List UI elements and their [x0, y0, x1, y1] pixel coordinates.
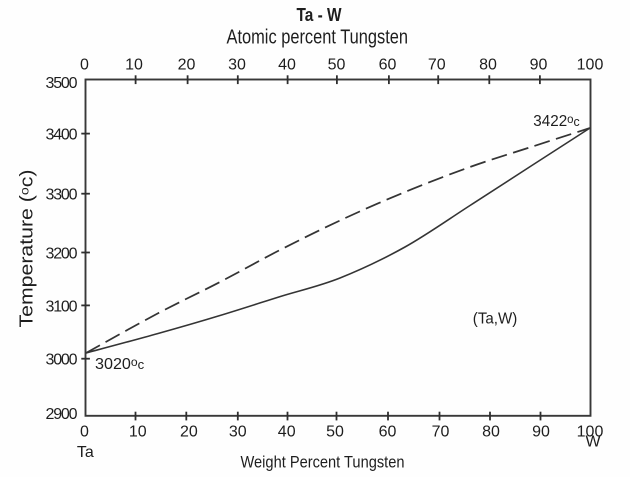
svg-text:3000: 3000: [46, 352, 78, 369]
svg-text:Atomic percent Tungsten: Atomic percent Tungsten: [227, 27, 409, 49]
svg-text:0: 0: [80, 56, 89, 73]
svg-text:(Ta,W): (Ta,W): [473, 311, 518, 328]
svg-text:Weight Percent Tungsten: Weight Percent Tungsten: [241, 454, 405, 472]
svg-text:30: 30: [229, 423, 247, 440]
svg-text:80: 80: [482, 423, 500, 440]
svg-text:W: W: [585, 434, 601, 451]
svg-text:3020oc: 3020oc: [95, 355, 145, 373]
svg-text:3300: 3300: [46, 187, 78, 204]
svg-text:Ta: Ta: [77, 444, 94, 461]
svg-text:100: 100: [577, 423, 604, 440]
svg-text:60: 60: [379, 423, 397, 440]
svg-text:10: 10: [125, 56, 143, 73]
svg-text:70: 70: [432, 423, 450, 440]
svg-text:90: 90: [532, 423, 550, 440]
svg-text:80: 80: [479, 56, 497, 73]
svg-text:70: 70: [428, 56, 446, 73]
svg-text:60: 60: [379, 56, 397, 73]
svg-text:Ta - W: Ta - W: [297, 4, 342, 25]
svg-text:Temperature (oc): Temperature (oc): [17, 170, 37, 328]
svg-text:50: 50: [328, 56, 346, 73]
svg-text:3200: 3200: [46, 245, 78, 262]
svg-text:3100: 3100: [46, 298, 78, 315]
svg-text:40: 40: [278, 423, 296, 440]
svg-text:0: 0: [80, 423, 89, 440]
svg-text:30: 30: [228, 56, 246, 73]
svg-text:10: 10: [129, 423, 147, 440]
svg-text:2900: 2900: [46, 406, 78, 423]
svg-text:3422oc: 3422oc: [533, 112, 580, 130]
svg-text:20: 20: [178, 56, 196, 73]
svg-text:3500: 3500: [46, 75, 78, 92]
svg-text:20: 20: [180, 423, 198, 440]
svg-text:3400: 3400: [46, 127, 78, 144]
svg-text:100: 100: [577, 56, 604, 73]
svg-text:90: 90: [530, 56, 548, 73]
svg-text:50: 50: [326, 423, 344, 440]
svg-text:40: 40: [278, 56, 296, 73]
